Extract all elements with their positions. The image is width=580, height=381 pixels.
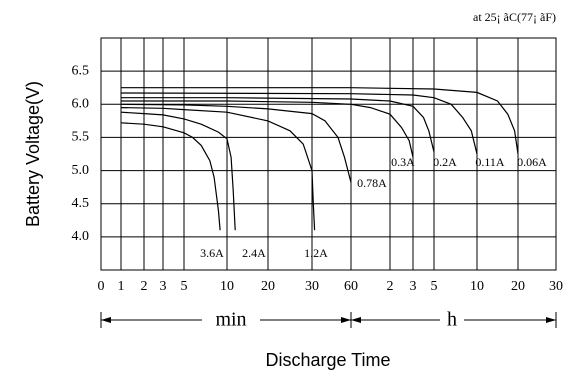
discharge-curve — [120, 107, 316, 231]
x-tick-label: 10 — [220, 279, 234, 294]
x-tick-label: 3 — [410, 279, 417, 294]
label-gap — [440, 310, 464, 330]
x-axis-title: Discharge Time — [265, 350, 390, 370]
discharge-curve — [120, 111, 236, 231]
x-tick-label: 20 — [511, 279, 525, 294]
x-tick-label: 60 — [344, 279, 358, 294]
x-tick-label: 3 — [160, 279, 167, 294]
x-tick-label: 2 — [141, 279, 148, 294]
annotation: at 25¡ ãC(77¡ ãF) — [473, 10, 556, 24]
discharge-curve — [121, 100, 414, 158]
label-gap — [202, 310, 260, 330]
x-tick-label: 20 — [261, 279, 275, 294]
y-tick-label: 5.0 — [72, 163, 90, 178]
unit-label: h — [447, 309, 457, 331]
y-tick-label: 5.5 — [72, 130, 90, 145]
series-label: 1.2A — [304, 246, 328, 260]
x-tick-label: 30 — [305, 279, 319, 294]
x-tick-label: 1 — [118, 279, 125, 294]
series-label: 0.3A — [391, 155, 415, 169]
y-tick-label: 4.5 — [72, 196, 90, 211]
series-label: 0.78A — [357, 176, 387, 190]
x-tick-label: 10 — [470, 279, 484, 294]
unit-arrows — [100, 310, 557, 330]
x-tick-label: 2 — [387, 279, 394, 294]
x-tick-label: 5 — [181, 279, 188, 294]
y-tick-label: 6.5 — [72, 63, 90, 78]
y-tick-label: 4.0 — [72, 229, 90, 244]
unit-label: min — [215, 309, 246, 331]
discharge-curve — [120, 103, 352, 183]
x-tick-label: 0 — [98, 279, 105, 294]
discharge-curve — [120, 92, 478, 155]
discharge-curve — [120, 122, 221, 231]
discharge-curve — [121, 97, 435, 153]
x-tick-label: 5 — [431, 279, 438, 294]
x-tick-label: 30 — [549, 279, 563, 294]
discharge-curve — [121, 87, 519, 155]
y-axis-title: Battery Voltage(V) — [23, 81, 43, 227]
series-label: 0.11A — [475, 155, 505, 169]
series-label: 2.4A — [242, 246, 266, 260]
series-label: 0.2A — [433, 155, 457, 169]
series-label: 0.06A — [517, 155, 547, 169]
y-tick-label: 6.0 — [72, 97, 90, 112]
series-label: 3.6A — [200, 246, 224, 260]
